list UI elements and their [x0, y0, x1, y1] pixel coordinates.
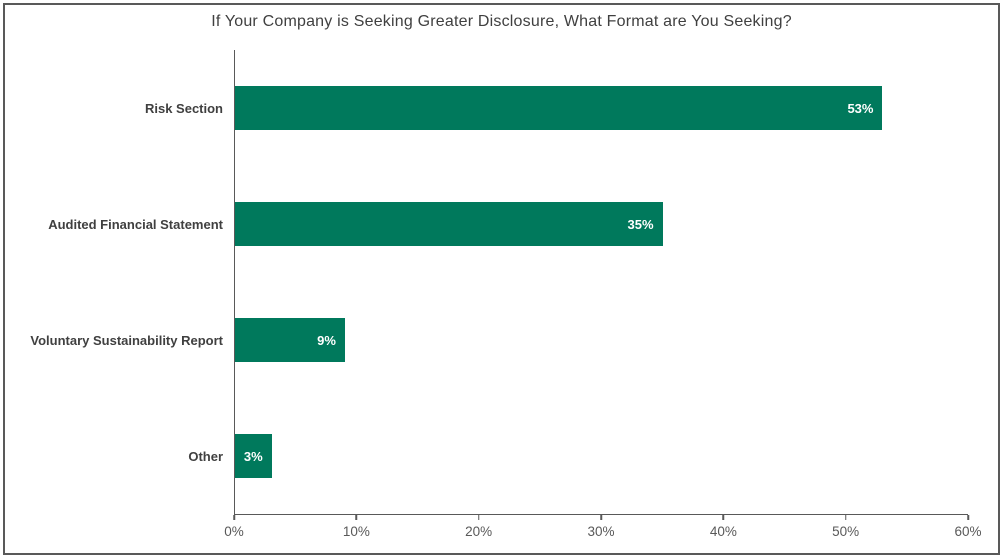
- plot-area: 53% 35% 9% 3%: [234, 50, 968, 515]
- category-label-row: Other: [0, 399, 223, 515]
- x-tick-label: 40%: [709, 524, 737, 539]
- category-label-row: Risk Section: [0, 50, 223, 166]
- category-label: Other: [188, 449, 223, 465]
- bar: 9%: [235, 318, 345, 362]
- category-labels: Risk Section Audited Financial Statement V…: [0, 50, 223, 515]
- bar-row: 35%: [235, 166, 968, 282]
- x-tick-mark: [233, 515, 235, 520]
- x-tick-label: 50%: [832, 524, 860, 539]
- category-label: Risk Section: [144, 100, 223, 116]
- bar: 3%: [235, 434, 272, 478]
- x-axis: 0% 10% 20% 30% 40% 50% 60%: [224, 515, 982, 555]
- x-tick-mark: [967, 515, 969, 520]
- category-label-row: Voluntary Sustainability Report: [0, 283, 223, 399]
- x-tick-label: 0%: [224, 524, 244, 539]
- bar: 35%: [235, 202, 663, 246]
- bar-rows: 53% 35% 9% 3%: [235, 50, 968, 514]
- bar-value-label: 53%: [847, 100, 874, 116]
- bar-value-label: 9%: [317, 332, 336, 348]
- x-tick-label: 10%: [342, 524, 370, 539]
- chart-title: If Your Company is Seeking Greater Discl…: [211, 13, 792, 30]
- x-tick-label: 20%: [465, 524, 493, 539]
- bar-row: 53%: [235, 50, 968, 166]
- x-tick-label: 30%: [587, 524, 615, 539]
- x-tick-mark: [722, 515, 725, 520]
- bar-row: 3%: [235, 398, 968, 514]
- x-tick-label: 60%: [954, 524, 982, 539]
- x-tick-mark: [477, 515, 480, 520]
- bar-value-label: 3%: [243, 448, 263, 464]
- bar-value-label: 35%: [627, 216, 654, 232]
- bar-row: 9%: [235, 282, 968, 398]
- category-label: Voluntary Sustainability Report: [30, 333, 223, 349]
- category-label-row: Audited Financial Statement: [0, 166, 223, 282]
- bar: 53%: [235, 86, 883, 130]
- x-tick-mark: [844, 515, 847, 520]
- category-label: Audited Financial Statement: [48, 216, 223, 232]
- x-tick-mark: [355, 515, 358, 520]
- x-tick-mark: [600, 515, 602, 520]
